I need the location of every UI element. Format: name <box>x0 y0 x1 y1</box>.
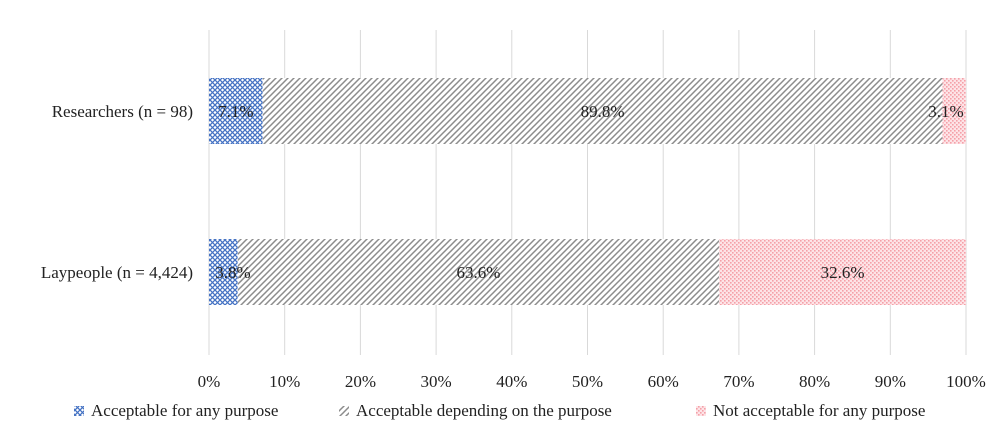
bars <box>209 78 966 305</box>
data-label: 63.6% <box>457 263 501 282</box>
legend-label: Acceptable for any purpose <box>91 401 278 420</box>
bar-segment <box>209 239 238 305</box>
bar-segment <box>942 78 966 144</box>
data-label: 3.8% <box>215 263 250 282</box>
legend-label: Acceptable depending on the purpose <box>356 401 612 420</box>
data-label: 3.1% <box>928 102 963 121</box>
x-tick-label: 0% <box>198 372 221 391</box>
x-tick-label: 50% <box>572 372 603 391</box>
category-label: Laypeople (n = 4,424) <box>41 263 193 282</box>
category-labels: Researchers (n = 98) Laypeople (n = 4,424… <box>41 102 193 282</box>
x-tick-label: 70% <box>723 372 754 391</box>
data-label: 7.1% <box>218 102 253 121</box>
data-label: 32.6% <box>821 263 865 282</box>
bar-segment <box>719 239 966 305</box>
x-tick-label: 30% <box>421 372 452 391</box>
legend: Acceptable for any purpose Acceptable dep… <box>74 401 925 420</box>
bar-segment <box>262 78 943 144</box>
x-tick-label: 80% <box>799 372 830 391</box>
x-tick-label: 100% <box>946 372 986 391</box>
x-tick-label: 90% <box>875 372 906 391</box>
x-tick-label: 20% <box>345 372 376 391</box>
legend-swatch <box>339 406 349 416</box>
legend-swatch <box>74 406 84 416</box>
x-tick-label: 10% <box>269 372 300 391</box>
x-axis-tick-labels: 0% 10% 20% 30% 40% 50% 60% 70% 80% 90% 100% <box>198 372 986 391</box>
data-label: 89.8% <box>581 102 625 121</box>
x-tick-label: 60% <box>648 372 679 391</box>
category-label: Researchers (n = 98) <box>52 102 193 121</box>
bar-segment <box>209 78 263 144</box>
bar-segment <box>237 239 720 305</box>
legend-label: Not acceptable for any purpose <box>713 401 925 420</box>
data-labels: 7.1% 89.8% 3.1% 3.8% 63.6% 32.6% <box>215 102 963 282</box>
legend-swatch <box>696 406 706 416</box>
x-tick-label: 40% <box>496 372 527 391</box>
